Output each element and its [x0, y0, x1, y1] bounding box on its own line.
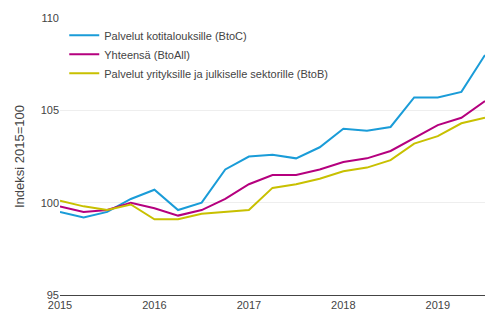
svg-text:2018: 2018 [331, 299, 355, 311]
svg-text:110: 110 [41, 12, 59, 24]
svg-text:95: 95 [47, 289, 59, 301]
svg-text:2015: 2015 [48, 299, 72, 311]
svg-text:Palvelut kotitalouksille (BtoC: Palvelut kotitalouksille (BtoC) [104, 30, 246, 42]
svg-text:100: 100 [41, 197, 59, 209]
svg-text:2019: 2019 [426, 299, 450, 311]
svg-text:2017: 2017 [237, 299, 261, 311]
svg-text:2016: 2016 [142, 299, 166, 311]
svg-text:Yhteensä (BtoAll): Yhteensä (BtoAll) [104, 49, 190, 61]
svg-text:105: 105 [41, 104, 59, 116]
svg-text:Palvelut yrityksille ja julkis: Palvelut yrityksille ja julkiselle sekto… [104, 68, 328, 80]
svg-text:Indeksi 2015=100: Indeksi 2015=100 [12, 105, 27, 208]
